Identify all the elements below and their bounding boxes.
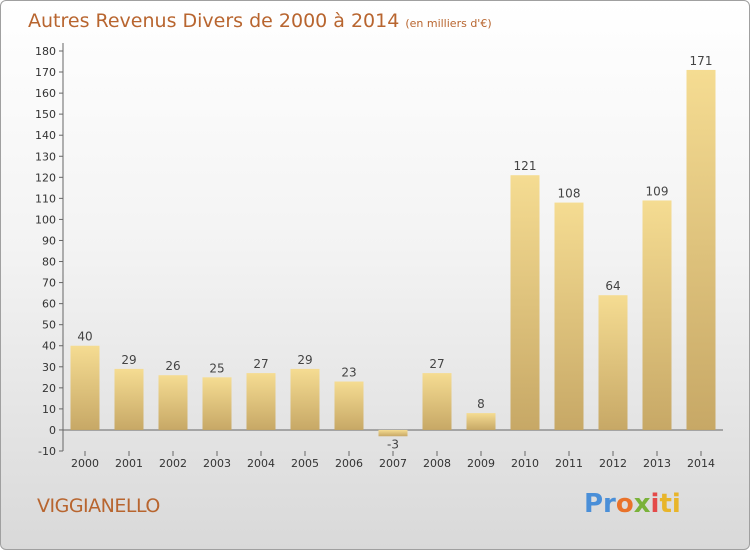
y-tick-label: 160	[35, 87, 56, 100]
value-label: 108	[558, 187, 581, 201]
x-tick-label: 2006	[335, 457, 363, 470]
y-tick-label: 60	[42, 298, 56, 311]
y-tick-label: 80	[42, 256, 56, 269]
value-label: 8	[477, 397, 485, 411]
y-tick-label: 140	[35, 129, 56, 142]
value-label: -3	[387, 437, 399, 451]
bar-2001	[114, 368, 144, 430]
value-label: 27	[253, 357, 268, 371]
bar-2013	[642, 200, 672, 430]
y-tick-label: 100	[35, 213, 56, 226]
y-tick-label: 180	[35, 45, 56, 58]
chart-subtitle: (en milliers d'€)	[405, 17, 492, 30]
y-tick-label: 40	[42, 340, 56, 353]
x-tick-label: 2007	[379, 457, 407, 470]
y-tick-label: 10	[42, 403, 56, 416]
bar-2010	[510, 175, 540, 430]
bar-2005	[290, 368, 320, 430]
value-label: 26	[165, 359, 180, 373]
bar-2014	[686, 69, 716, 430]
value-label: 171	[690, 54, 713, 68]
bar-2000	[70, 345, 100, 430]
bar-2004	[246, 373, 276, 430]
x-tick-label: 2005	[291, 457, 319, 470]
y-tick-label: 110	[35, 192, 56, 205]
value-label: 27	[429, 357, 444, 371]
y-tick-label: 50	[42, 319, 56, 332]
y-tick-label: 170	[35, 66, 56, 79]
y-tick-label: 0	[49, 424, 56, 437]
y-tick-label: 70	[42, 277, 56, 290]
x-tick-label: 2001	[115, 457, 143, 470]
value-label: 40	[77, 330, 92, 344]
x-tick-label: 2009	[467, 457, 495, 470]
x-tick-label: 2008	[423, 457, 451, 470]
x-tick-label: 2003	[203, 457, 231, 470]
chart-title-text: Autres Revenus Divers de 2000 à 2014	[28, 10, 400, 32]
chart-title: Autres Revenus Divers de 2000 à 2014 (en …	[28, 10, 492, 32]
bar-2002	[158, 375, 188, 430]
proxiti-logo: Proxiti	[584, 489, 681, 519]
bar-2011	[554, 202, 584, 430]
bar-2008	[422, 373, 452, 430]
x-tick-label: 2011	[555, 457, 583, 470]
value-label: 25	[209, 361, 224, 375]
x-tick-label: 2013	[643, 457, 671, 470]
x-tick-label: 2010	[511, 457, 539, 470]
value-label: 29	[121, 353, 136, 367]
y-tick-label: 30	[42, 361, 56, 374]
y-tick-label: 90	[42, 234, 56, 247]
y-tick-label: 130	[35, 150, 56, 163]
bar-2012	[598, 295, 628, 430]
commune-name: VIGGIANELLO	[37, 495, 160, 517]
x-tick-label: 2014	[687, 457, 715, 470]
bar-2003	[202, 377, 232, 430]
x-tick-label: 2012	[599, 457, 627, 470]
bar-2007	[378, 429, 408, 437]
value-label: 23	[341, 366, 356, 380]
bar-2009	[466, 413, 496, 430]
x-tick-label: 2004	[247, 457, 275, 470]
y-tick-label: -10	[38, 445, 56, 458]
value-label: 109	[646, 184, 669, 198]
y-tick-label: 150	[35, 108, 56, 121]
bar-2006	[334, 381, 364, 430]
y-tick-label: 20	[42, 382, 56, 395]
y-tick-label: 120	[35, 171, 56, 184]
value-label: 121	[514, 159, 537, 173]
value-label: 29	[297, 353, 312, 367]
x-tick-label: 2002	[159, 457, 187, 470]
value-label: 64	[605, 279, 620, 293]
x-tick-label: 2000	[71, 457, 99, 470]
